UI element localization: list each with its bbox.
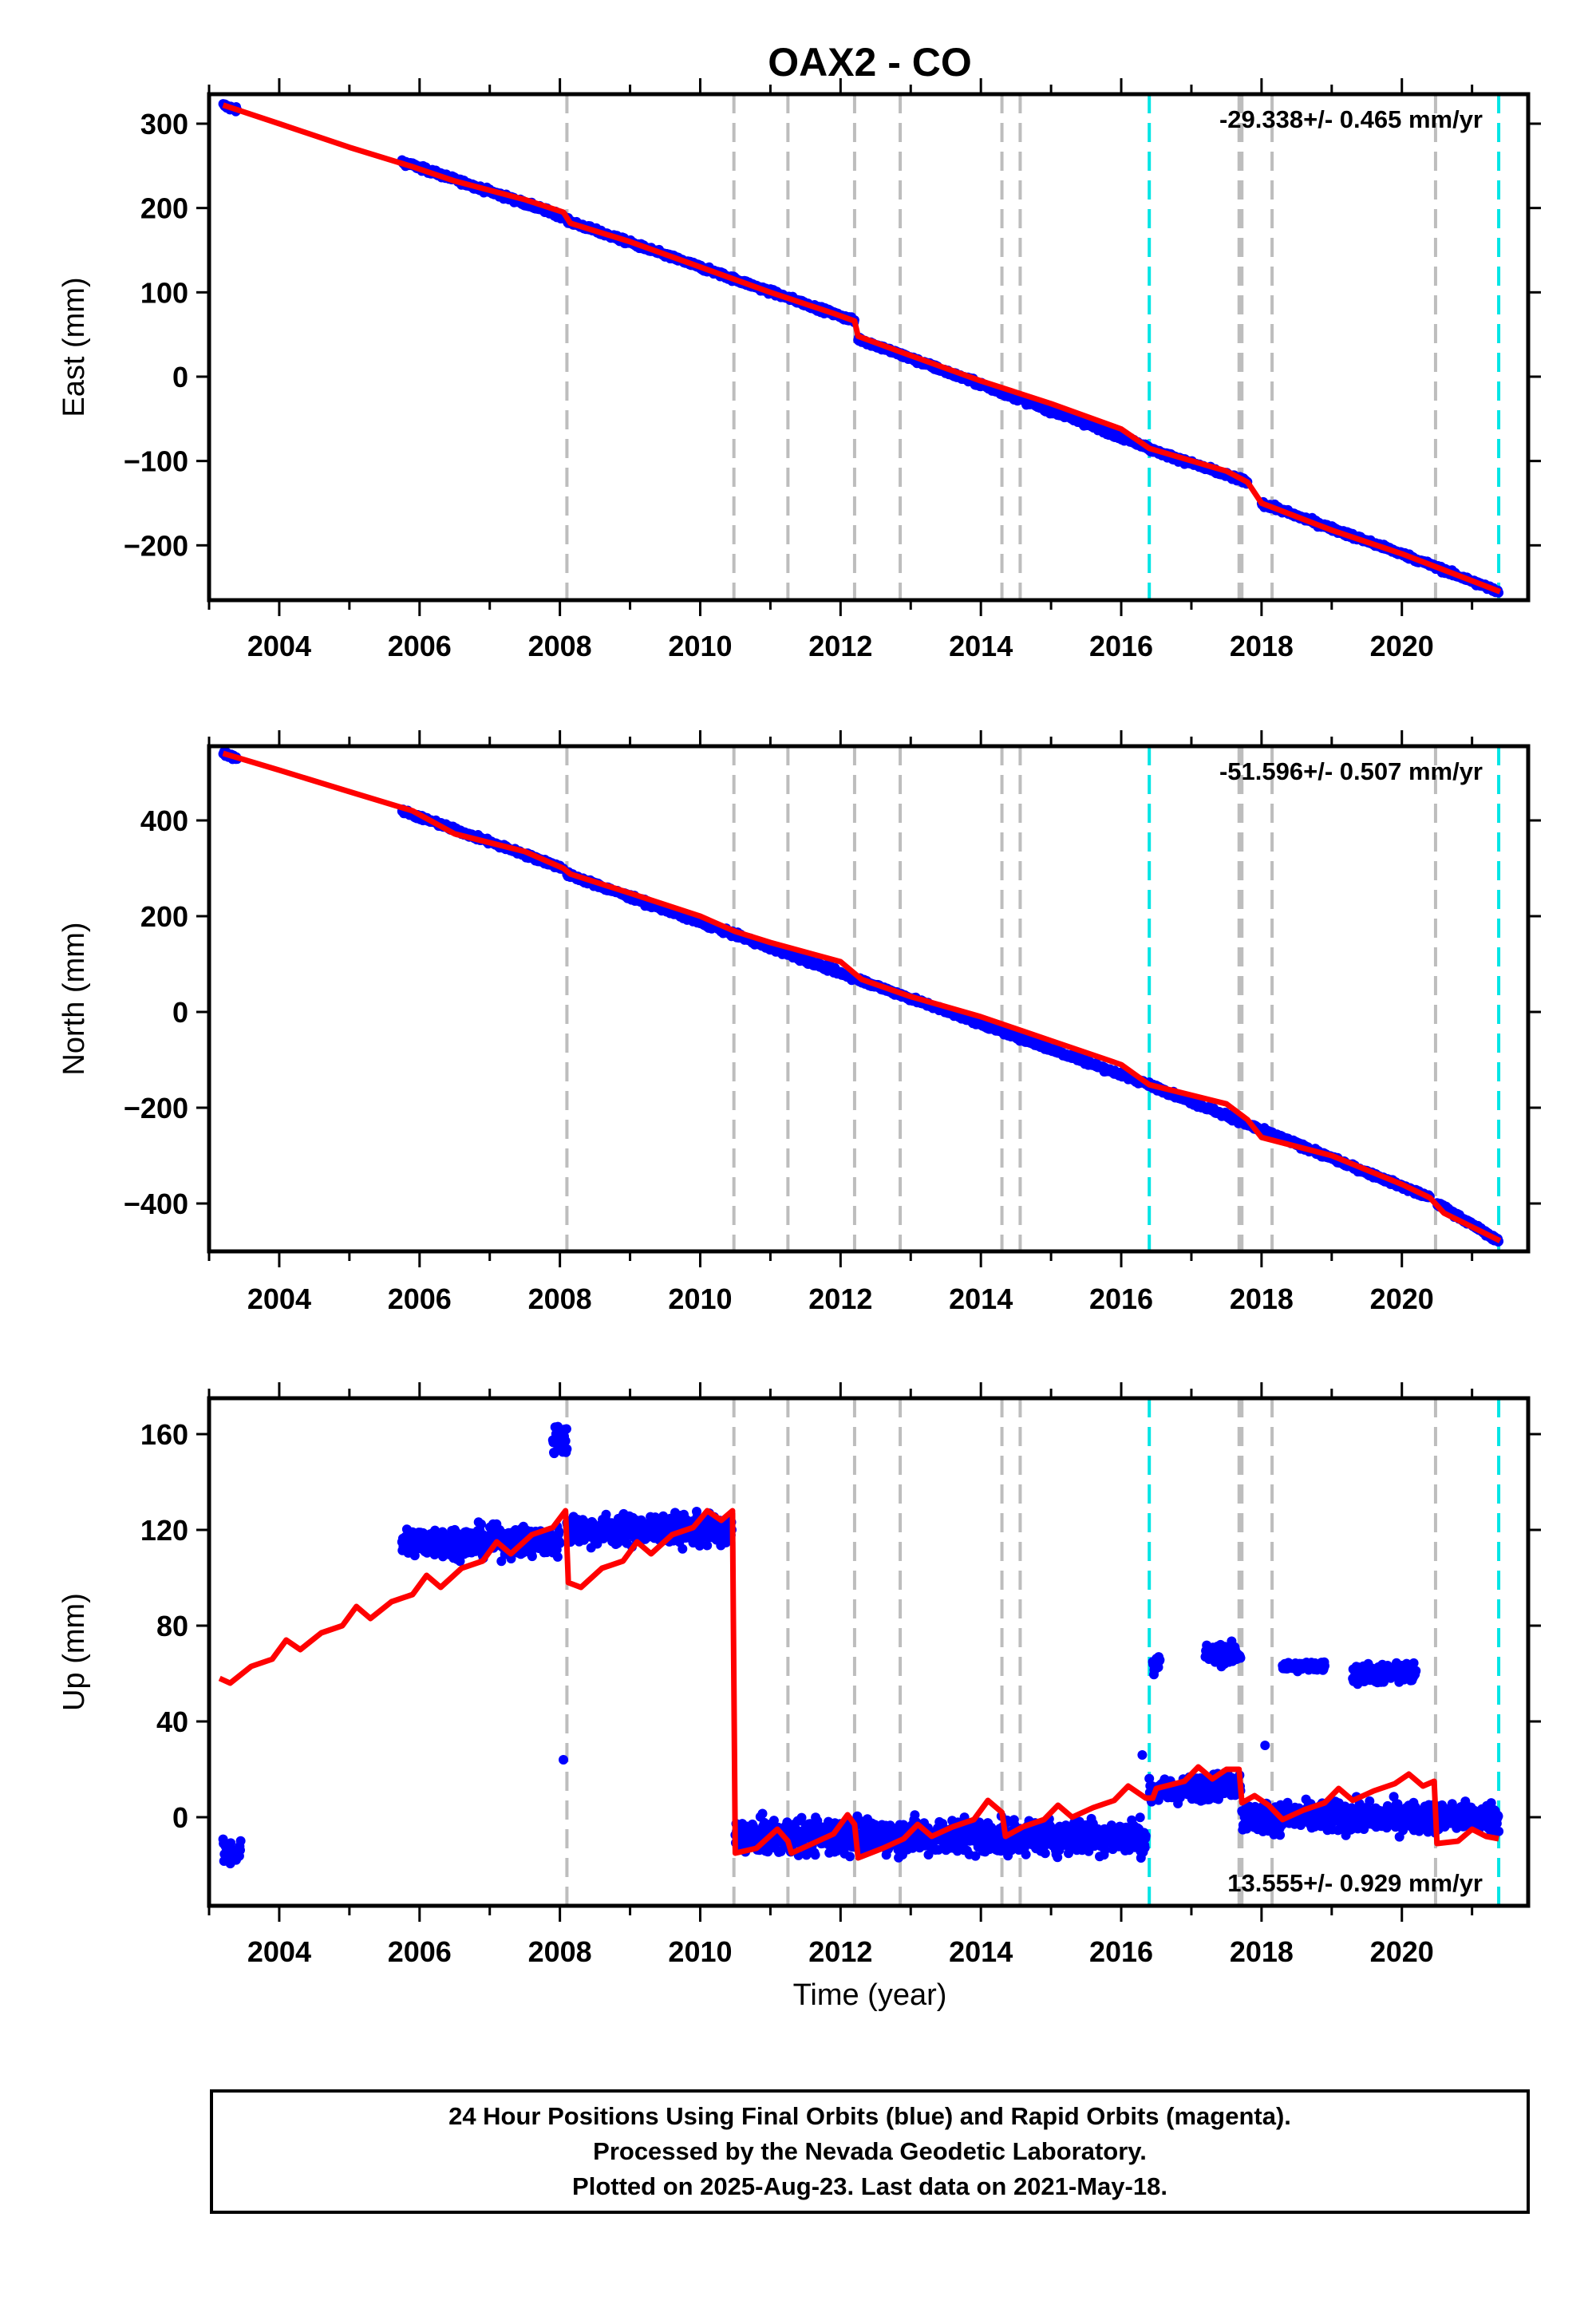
- data-points: [218, 746, 1504, 1247]
- x-tick-label: 2018: [1230, 630, 1294, 662]
- x-tick-label: 2004: [247, 630, 311, 662]
- x-tick-label: 2020: [1370, 630, 1434, 662]
- x-tick-label: 2016: [1089, 630, 1153, 662]
- y-tick-label: −100: [124, 445, 188, 478]
- east-panel: 2004 2006 2008 2010 2012 2014 2016 2018 2020 300 2…: [57, 78, 1541, 662]
- y-axis-label: East (mm): [57, 277, 91, 417]
- velocity-annotation: -29.338+/- 0.465 mm/yr: [1219, 105, 1483, 133]
- y-tick-label: −200: [124, 529, 188, 562]
- x-tick-label: 2012: [808, 630, 872, 662]
- x-tick-label: 2010: [668, 630, 732, 662]
- x-tick-label: 2014: [949, 630, 1013, 662]
- y-tick-label: 200: [140, 192, 188, 225]
- figure-title: OAX2 - CO: [768, 40, 972, 85]
- model-line: [222, 102, 1502, 595]
- y-tick-label: 100: [140, 276, 188, 309]
- y-tick-label: 0: [172, 361, 188, 393]
- x-tick-label: 2006: [388, 630, 452, 662]
- y-tick-label: 300: [140, 108, 188, 140]
- north-panel: 2004 2006 2008 2010 2012 2014 2016 2018 20204002…: [57, 730, 1541, 1315]
- x-tick-label: 2008: [528, 630, 592, 662]
